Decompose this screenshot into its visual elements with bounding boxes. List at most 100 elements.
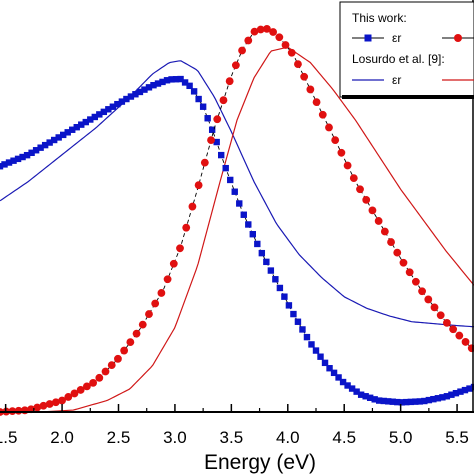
data-point-circle-27 bbox=[163, 275, 172, 284]
data-point-circle-32 bbox=[194, 181, 203, 190]
data-point-square-57 bbox=[254, 240, 261, 248]
data-point-square-22 bbox=[96, 111, 103, 118]
data-point-circle-17 bbox=[101, 367, 110, 376]
data-point-circle-28 bbox=[169, 259, 178, 268]
data-point-square-4 bbox=[14, 155, 22, 163]
data-point-circle-30 bbox=[182, 223, 191, 232]
data-point-square-91 bbox=[407, 398, 414, 406]
data-point-circle-75 bbox=[461, 338, 470, 346]
data-point-circle-10 bbox=[58, 396, 66, 405]
legend-label-2: εr bbox=[392, 73, 401, 87]
data-point-square-43 bbox=[190, 88, 198, 95]
data-point-square-21 bbox=[91, 113, 98, 121]
data-point-circle-42 bbox=[256, 25, 265, 34]
data-point-circle-71 bbox=[436, 311, 445, 320]
data-point-square-2 bbox=[5, 159, 13, 166]
data-point-square-102 bbox=[457, 388, 464, 395]
series-group-0 bbox=[0, 75, 474, 406]
data-point-circle-46 bbox=[281, 41, 290, 49]
data-point-circle-18 bbox=[107, 361, 116, 370]
data-point-square-87 bbox=[389, 398, 396, 405]
data-point-square-24 bbox=[105, 106, 112, 113]
data-point-circle-67 bbox=[411, 277, 420, 286]
data-point-circle-47 bbox=[287, 48, 296, 57]
data-point-circle-16 bbox=[95, 373, 104, 382]
x-tick-label-6: 4.5 bbox=[332, 428, 356, 447]
data-point-square-96 bbox=[430, 395, 437, 403]
data-point-circle-64 bbox=[393, 248, 402, 257]
data-point-square-92 bbox=[412, 398, 419, 405]
data-point-square-53 bbox=[236, 200, 243, 207]
data-point-circle-73 bbox=[449, 325, 458, 334]
data-point-square-97 bbox=[434, 395, 442, 402]
data-point-square-16 bbox=[69, 126, 76, 133]
x-tick-label-0: 1.5 bbox=[0, 428, 17, 447]
legend-entry-1: εi bbox=[442, 34, 474, 42]
data-point-square-12 bbox=[50, 136, 58, 144]
series-line-2 bbox=[0, 60, 474, 328]
data-point-square-65 bbox=[290, 310, 297, 318]
data-point-square-29 bbox=[127, 93, 135, 100]
data-point-square-10 bbox=[41, 141, 49, 149]
series-line-3 bbox=[0, 46, 474, 413]
data-point-square-62 bbox=[276, 284, 284, 292]
data-point-square-27 bbox=[118, 98, 126, 105]
data-point-square-42 bbox=[186, 82, 193, 90]
legend-label-0: εr bbox=[392, 31, 401, 45]
x-tick-label-2: 2.5 bbox=[107, 428, 131, 447]
data-point-circle-59 bbox=[362, 195, 371, 204]
data-point-square-100 bbox=[448, 391, 455, 398]
data-point-square-37 bbox=[163, 77, 171, 84]
data-point-circle-36 bbox=[219, 96, 228, 105]
data-point-circle-14 bbox=[83, 382, 91, 391]
data-point-circle-20 bbox=[120, 346, 129, 355]
data-point-square-17 bbox=[73, 124, 80, 131]
data-point-square-63 bbox=[281, 293, 288, 300]
x-tick-label-7: 5.0 bbox=[389, 428, 413, 447]
legend: This work: εr εi εr εi Losurdo et al. [9]: bbox=[339, 1, 474, 99]
x-tick-label-5: 4.0 bbox=[276, 428, 300, 447]
data-point-square-44 bbox=[195, 95, 202, 103]
data-point-square-93 bbox=[416, 398, 424, 405]
legend-entry-0: εr bbox=[352, 31, 401, 45]
data-point-square-67 bbox=[299, 326, 306, 333]
data-point-square-103 bbox=[461, 386, 469, 394]
data-point-circle-70 bbox=[430, 303, 439, 312]
data-point-circle-29 bbox=[176, 244, 184, 253]
data-point-circle-61 bbox=[374, 217, 383, 225]
data-point-square-28 bbox=[123, 95, 130, 103]
data-point-square-81 bbox=[362, 393, 369, 400]
data-point-square-23 bbox=[100, 108, 108, 116]
data-point-square-60 bbox=[267, 267, 275, 274]
data-point-square-74 bbox=[330, 369, 338, 377]
data-point-square-70 bbox=[312, 347, 320, 354]
data-point-circle-62 bbox=[380, 227, 389, 236]
x-tick-label-4: 3.5 bbox=[220, 428, 244, 447]
data-point-square-94 bbox=[421, 397, 428, 405]
data-point-square-55 bbox=[245, 221, 252, 228]
data-point-square-104 bbox=[466, 385, 473, 392]
data-point-circle-50 bbox=[306, 85, 315, 94]
data-point-square-54 bbox=[240, 211, 247, 218]
data-point-circle-53 bbox=[325, 123, 333, 132]
data-point-circle-35 bbox=[213, 115, 222, 124]
data-point-circle-56 bbox=[343, 161, 352, 170]
data-point-circle-40 bbox=[244, 36, 253, 45]
data-point-circle-74 bbox=[455, 331, 464, 340]
data-point-square-80 bbox=[357, 391, 365, 398]
tick-label-layer: 1.5 2.0 2.5 3.0 3.5 4.0 4.5 5.0 5.5 bbox=[0, 428, 469, 447]
data-point-circle-44 bbox=[269, 28, 278, 36]
data-point-square-66 bbox=[294, 318, 302, 325]
data-point-square-35 bbox=[154, 80, 162, 87]
data-point-square-25 bbox=[109, 103, 117, 110]
data-point-square-32 bbox=[141, 86, 148, 93]
data-point-square-38 bbox=[168, 76, 175, 83]
data-point-square-20 bbox=[87, 116, 94, 123]
data-point-circle-24 bbox=[145, 310, 153, 318]
data-point-circle-33 bbox=[200, 158, 209, 167]
data-point-circle-45 bbox=[275, 33, 284, 42]
data-point-square-19 bbox=[82, 118, 89, 126]
data-point-square-85 bbox=[380, 397, 387, 405]
x-tick-label-1: 2.0 bbox=[50, 428, 74, 447]
data-point-square-61 bbox=[272, 276, 279, 283]
